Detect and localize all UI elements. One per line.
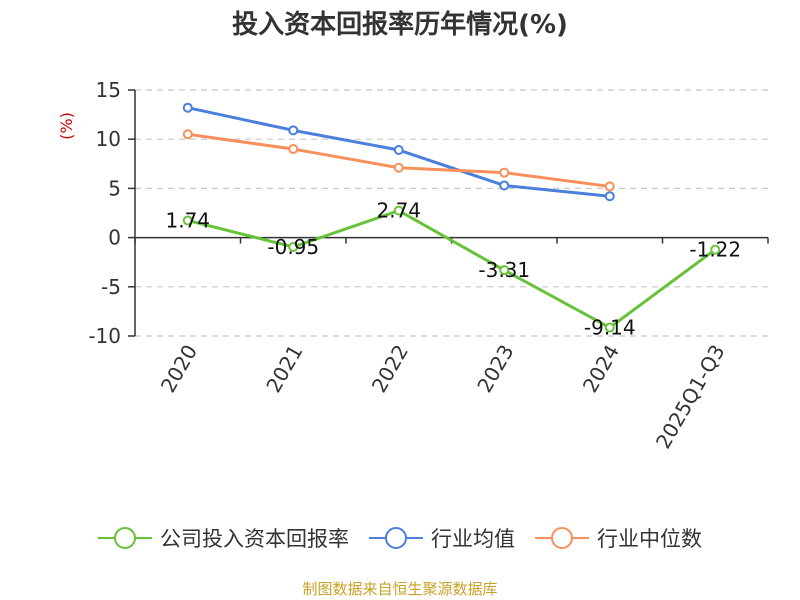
y-tick-label: -10 xyxy=(88,324,121,348)
series-lines xyxy=(182,102,721,333)
data-labels: 1.74 -0.95 2.74 -3.31 -9.14 -1.22 xyxy=(165,199,741,340)
data-point xyxy=(393,205,404,216)
data-label: -3.31 xyxy=(478,258,530,282)
x-tick-label: 2020 xyxy=(156,341,202,397)
x-tick-label: 2024 xyxy=(578,341,624,397)
chart-title: 投入资本回报率历年情况(%) xyxy=(232,10,568,40)
legend-item-company[interactable]: 公司投入资本回报率 xyxy=(98,523,349,553)
legend: 公司投入资本回报率 行业均值 行业中位数 xyxy=(0,518,800,558)
legend-label-company: 公司投入资本回报率 xyxy=(160,527,349,551)
series-line xyxy=(187,209,717,330)
data-label: -9.14 xyxy=(584,316,636,340)
legend-circle xyxy=(551,527,573,549)
data-point xyxy=(710,244,721,255)
x-tick-label: 2022 xyxy=(367,341,413,397)
legend-line-circle-icon xyxy=(98,527,152,549)
data-point xyxy=(288,125,299,136)
x-tick-label: 2021 xyxy=(261,341,307,397)
data-source-note: 制图数据来自恒生聚源数据库 xyxy=(302,580,498,598)
data-label: -0.95 xyxy=(267,235,319,259)
series-line xyxy=(187,132,610,188)
data-point xyxy=(182,129,193,140)
y-tick-label: 0 xyxy=(108,226,121,250)
legend-line-circle-icon xyxy=(535,527,589,549)
data-point xyxy=(604,191,615,202)
legend-label-industry-median: 行业中位数 xyxy=(597,527,702,551)
legend-circle xyxy=(114,527,136,549)
data-point xyxy=(288,241,299,252)
data-point xyxy=(182,102,193,113)
data-label: 2.74 xyxy=(376,199,421,223)
legend-line-circle-icon xyxy=(369,527,423,549)
data-point xyxy=(288,144,299,155)
y-tick-label: 5 xyxy=(108,176,121,200)
y-axis-unit-label: (%) xyxy=(57,112,76,140)
data-label: 1.74 xyxy=(165,208,210,232)
data-label: -1.22 xyxy=(689,238,741,262)
legend-item-industry-median[interactable]: 行业中位数 xyxy=(535,523,702,553)
x-tick-label: 2023 xyxy=(472,341,518,397)
x-tick-label: 2025Q1-Q3 xyxy=(651,341,730,453)
legend-circle xyxy=(385,527,407,549)
y-tick-label: 10 xyxy=(96,127,121,151)
legend-item-industry-avg[interactable]: 行业均值 xyxy=(369,523,515,553)
y-tick-label: -5 xyxy=(101,275,121,299)
data-point xyxy=(604,322,615,333)
data-point xyxy=(499,167,510,178)
legend-label-industry-avg: 行业均值 xyxy=(431,527,515,551)
y-tick-label: 15 xyxy=(96,78,121,102)
data-point xyxy=(499,265,510,276)
grid-lines xyxy=(135,89,768,337)
data-point xyxy=(182,215,193,226)
data-point xyxy=(393,162,404,173)
data-point xyxy=(393,145,404,156)
data-point xyxy=(499,180,510,191)
data-point xyxy=(604,181,615,192)
